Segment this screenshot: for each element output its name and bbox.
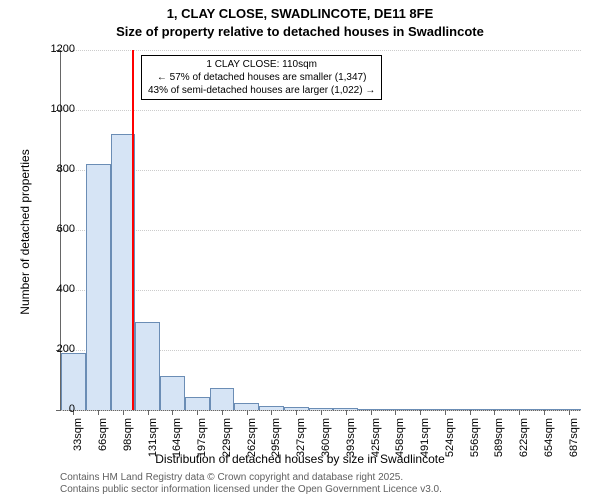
ytick-label: 1200 bbox=[35, 43, 75, 55]
ytick-label: 1000 bbox=[35, 103, 75, 115]
plot-area: 1 CLAY CLOSE: 110sqm← 57% of detached ho… bbox=[60, 50, 581, 411]
xtick-label: 131sqm bbox=[147, 418, 159, 468]
histogram-bar bbox=[61, 353, 86, 410]
annotation-line1: 1 CLAY CLOSE: 110sqm bbox=[148, 58, 375, 71]
xtick-mark bbox=[445, 410, 446, 415]
xtick-label: 393sqm bbox=[345, 418, 357, 468]
xtick-mark bbox=[470, 410, 471, 415]
ytick-label: 400 bbox=[35, 283, 75, 295]
chart-title-line2: Size of property relative to detached ho… bbox=[0, 24, 600, 39]
xtick-label: 295sqm bbox=[270, 418, 282, 468]
annotation-line3: 43% of semi-detached houses are larger (… bbox=[148, 84, 375, 97]
xtick-label: 262sqm bbox=[246, 418, 258, 468]
xtick-mark bbox=[148, 410, 149, 415]
xtick-mark bbox=[395, 410, 396, 415]
xtick-mark bbox=[172, 410, 173, 415]
histogram-bar bbox=[135, 322, 160, 411]
xtick-mark bbox=[519, 410, 520, 415]
xtick-label: 654sqm bbox=[543, 418, 555, 468]
xtick-mark bbox=[544, 410, 545, 415]
xtick-mark bbox=[420, 410, 421, 415]
xtick-label: 491sqm bbox=[419, 418, 431, 468]
xtick-mark bbox=[494, 410, 495, 415]
gridline bbox=[61, 230, 581, 231]
gridline bbox=[61, 110, 581, 111]
ytick-label: 800 bbox=[35, 163, 75, 175]
histogram-bar bbox=[160, 376, 185, 411]
histogram-bar bbox=[185, 397, 210, 411]
xtick-label: 33sqm bbox=[72, 418, 84, 468]
xtick-label: 589sqm bbox=[493, 418, 505, 468]
gridline bbox=[61, 290, 581, 291]
gridline bbox=[61, 170, 581, 171]
reference-line bbox=[132, 50, 134, 410]
annotation-box: 1 CLAY CLOSE: 110sqm← 57% of detached ho… bbox=[141, 55, 382, 100]
footer-line2: Contains public sector information licen… bbox=[60, 484, 442, 496]
xtick-mark bbox=[247, 410, 248, 415]
xtick-mark bbox=[321, 410, 322, 415]
xtick-mark bbox=[123, 410, 124, 415]
xtick-mark bbox=[197, 410, 198, 415]
xtick-label: 524sqm bbox=[444, 418, 456, 468]
xtick-label: 327sqm bbox=[295, 418, 307, 468]
xtick-label: 66sqm bbox=[97, 418, 109, 468]
xtick-mark bbox=[296, 410, 297, 415]
gridline bbox=[61, 50, 581, 51]
footer-line1: Contains HM Land Registry data © Crown c… bbox=[60, 472, 442, 484]
chart-title-line1: 1, CLAY CLOSE, SWADLINCOTE, DE11 8FE bbox=[0, 6, 600, 21]
histogram-bar bbox=[234, 403, 259, 411]
xtick-label: 687sqm bbox=[568, 418, 580, 468]
xtick-mark bbox=[222, 410, 223, 415]
ytick-label: 0 bbox=[35, 403, 75, 415]
xtick-mark bbox=[569, 410, 570, 415]
xtick-label: 164sqm bbox=[171, 418, 183, 468]
xtick-mark bbox=[371, 410, 372, 415]
y-axis-label: Number of detached properties bbox=[18, 132, 32, 332]
xtick-mark bbox=[346, 410, 347, 415]
xtick-label: 197sqm bbox=[196, 418, 208, 468]
xtick-label: 556sqm bbox=[469, 418, 481, 468]
xtick-mark bbox=[271, 410, 272, 415]
ytick-label: 200 bbox=[35, 343, 75, 355]
annotation-line2: ← 57% of detached houses are smaller (1,… bbox=[148, 71, 375, 84]
xtick-mark bbox=[98, 410, 99, 415]
xtick-label: 458sqm bbox=[394, 418, 406, 468]
xtick-label: 425sqm bbox=[370, 418, 382, 468]
xtick-label: 229sqm bbox=[221, 418, 233, 468]
footer-text: Contains HM Land Registry data © Crown c… bbox=[60, 472, 442, 496]
xtick-label: 98sqm bbox=[122, 418, 134, 468]
histogram-bar bbox=[86, 164, 111, 410]
histogram-bar bbox=[210, 388, 235, 411]
chart-container: 1, CLAY CLOSE, SWADLINCOTE, DE11 8FE Siz… bbox=[0, 0, 600, 500]
xtick-label: 360sqm bbox=[320, 418, 332, 468]
ytick-label: 600 bbox=[35, 223, 75, 235]
xtick-label: 622sqm bbox=[518, 418, 530, 468]
